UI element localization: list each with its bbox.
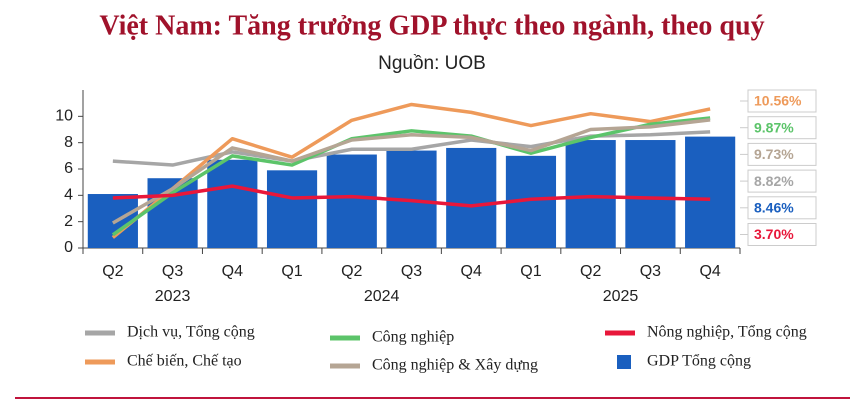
bar [565, 140, 616, 248]
x-tick-label: Q2 [341, 263, 362, 280]
value-label: 8.82% [754, 173, 794, 189]
line [111, 102, 711, 239]
value-label: 9.87% [754, 119, 794, 135]
line [112, 184, 711, 208]
bar [266, 170, 318, 248]
x-tick-label: Q4 [699, 263, 720, 280]
value-label: 10.56% [754, 93, 802, 109]
legend-label: Chế biến, Chế tạo [127, 353, 242, 370]
x-tick-label: Q4 [461, 263, 482, 280]
x-tick-label: Q3 [640, 263, 661, 280]
y-tick-label: 8 [64, 134, 73, 151]
bar [207, 159, 258, 248]
value-label: 9.73% [754, 146, 794, 162]
y-tick-label: 6 [64, 160, 73, 177]
legend-label: Công nghiệp & Xây dựng [372, 357, 538, 374]
y-tick-label: 4 [64, 187, 73, 204]
chart-subtitle: Nguồn: UOB [378, 53, 486, 74]
y-tick-label: 2 [64, 213, 73, 230]
value-label: 3.70% [754, 226, 794, 242]
bar [326, 154, 377, 248]
chart-title: Việt Nam: Tăng trưởng GDP thực theo ngàn… [99, 10, 764, 41]
line [111, 118, 711, 225]
bar [446, 147, 497, 248]
x-tick-label: Q1 [281, 263, 302, 280]
legend-label: Nông nghiệp, Tổng cộng [647, 324, 807, 341]
bar [625, 140, 676, 248]
legend-label: Dịch vụ, Tổng cộng [127, 324, 255, 341]
legend-label: GDP Tổng cộng [647, 353, 751, 370]
x-group-label: 2023 [155, 288, 191, 305]
bar [685, 136, 736, 248]
x-tick-label: Q1 [520, 263, 541, 280]
legend-swatch [617, 355, 631, 369]
x-tick-label: Q2 [102, 263, 123, 280]
x-group-label: 2025 [603, 288, 639, 305]
value-label: 8.46% [754, 200, 794, 216]
legend-label: Công nghiệp [372, 329, 454, 346]
y-tick-label: 0 [64, 239, 73, 256]
x-group-label: 2024 [364, 288, 400, 305]
x-tick-label: Q3 [162, 263, 183, 280]
line [111, 116, 711, 237]
x-tick-label: Q4 [222, 263, 243, 280]
y-tick-label: 10 [55, 108, 73, 125]
x-tick-label: Q2 [580, 263, 601, 280]
x-tick-label: Q3 [401, 263, 422, 280]
